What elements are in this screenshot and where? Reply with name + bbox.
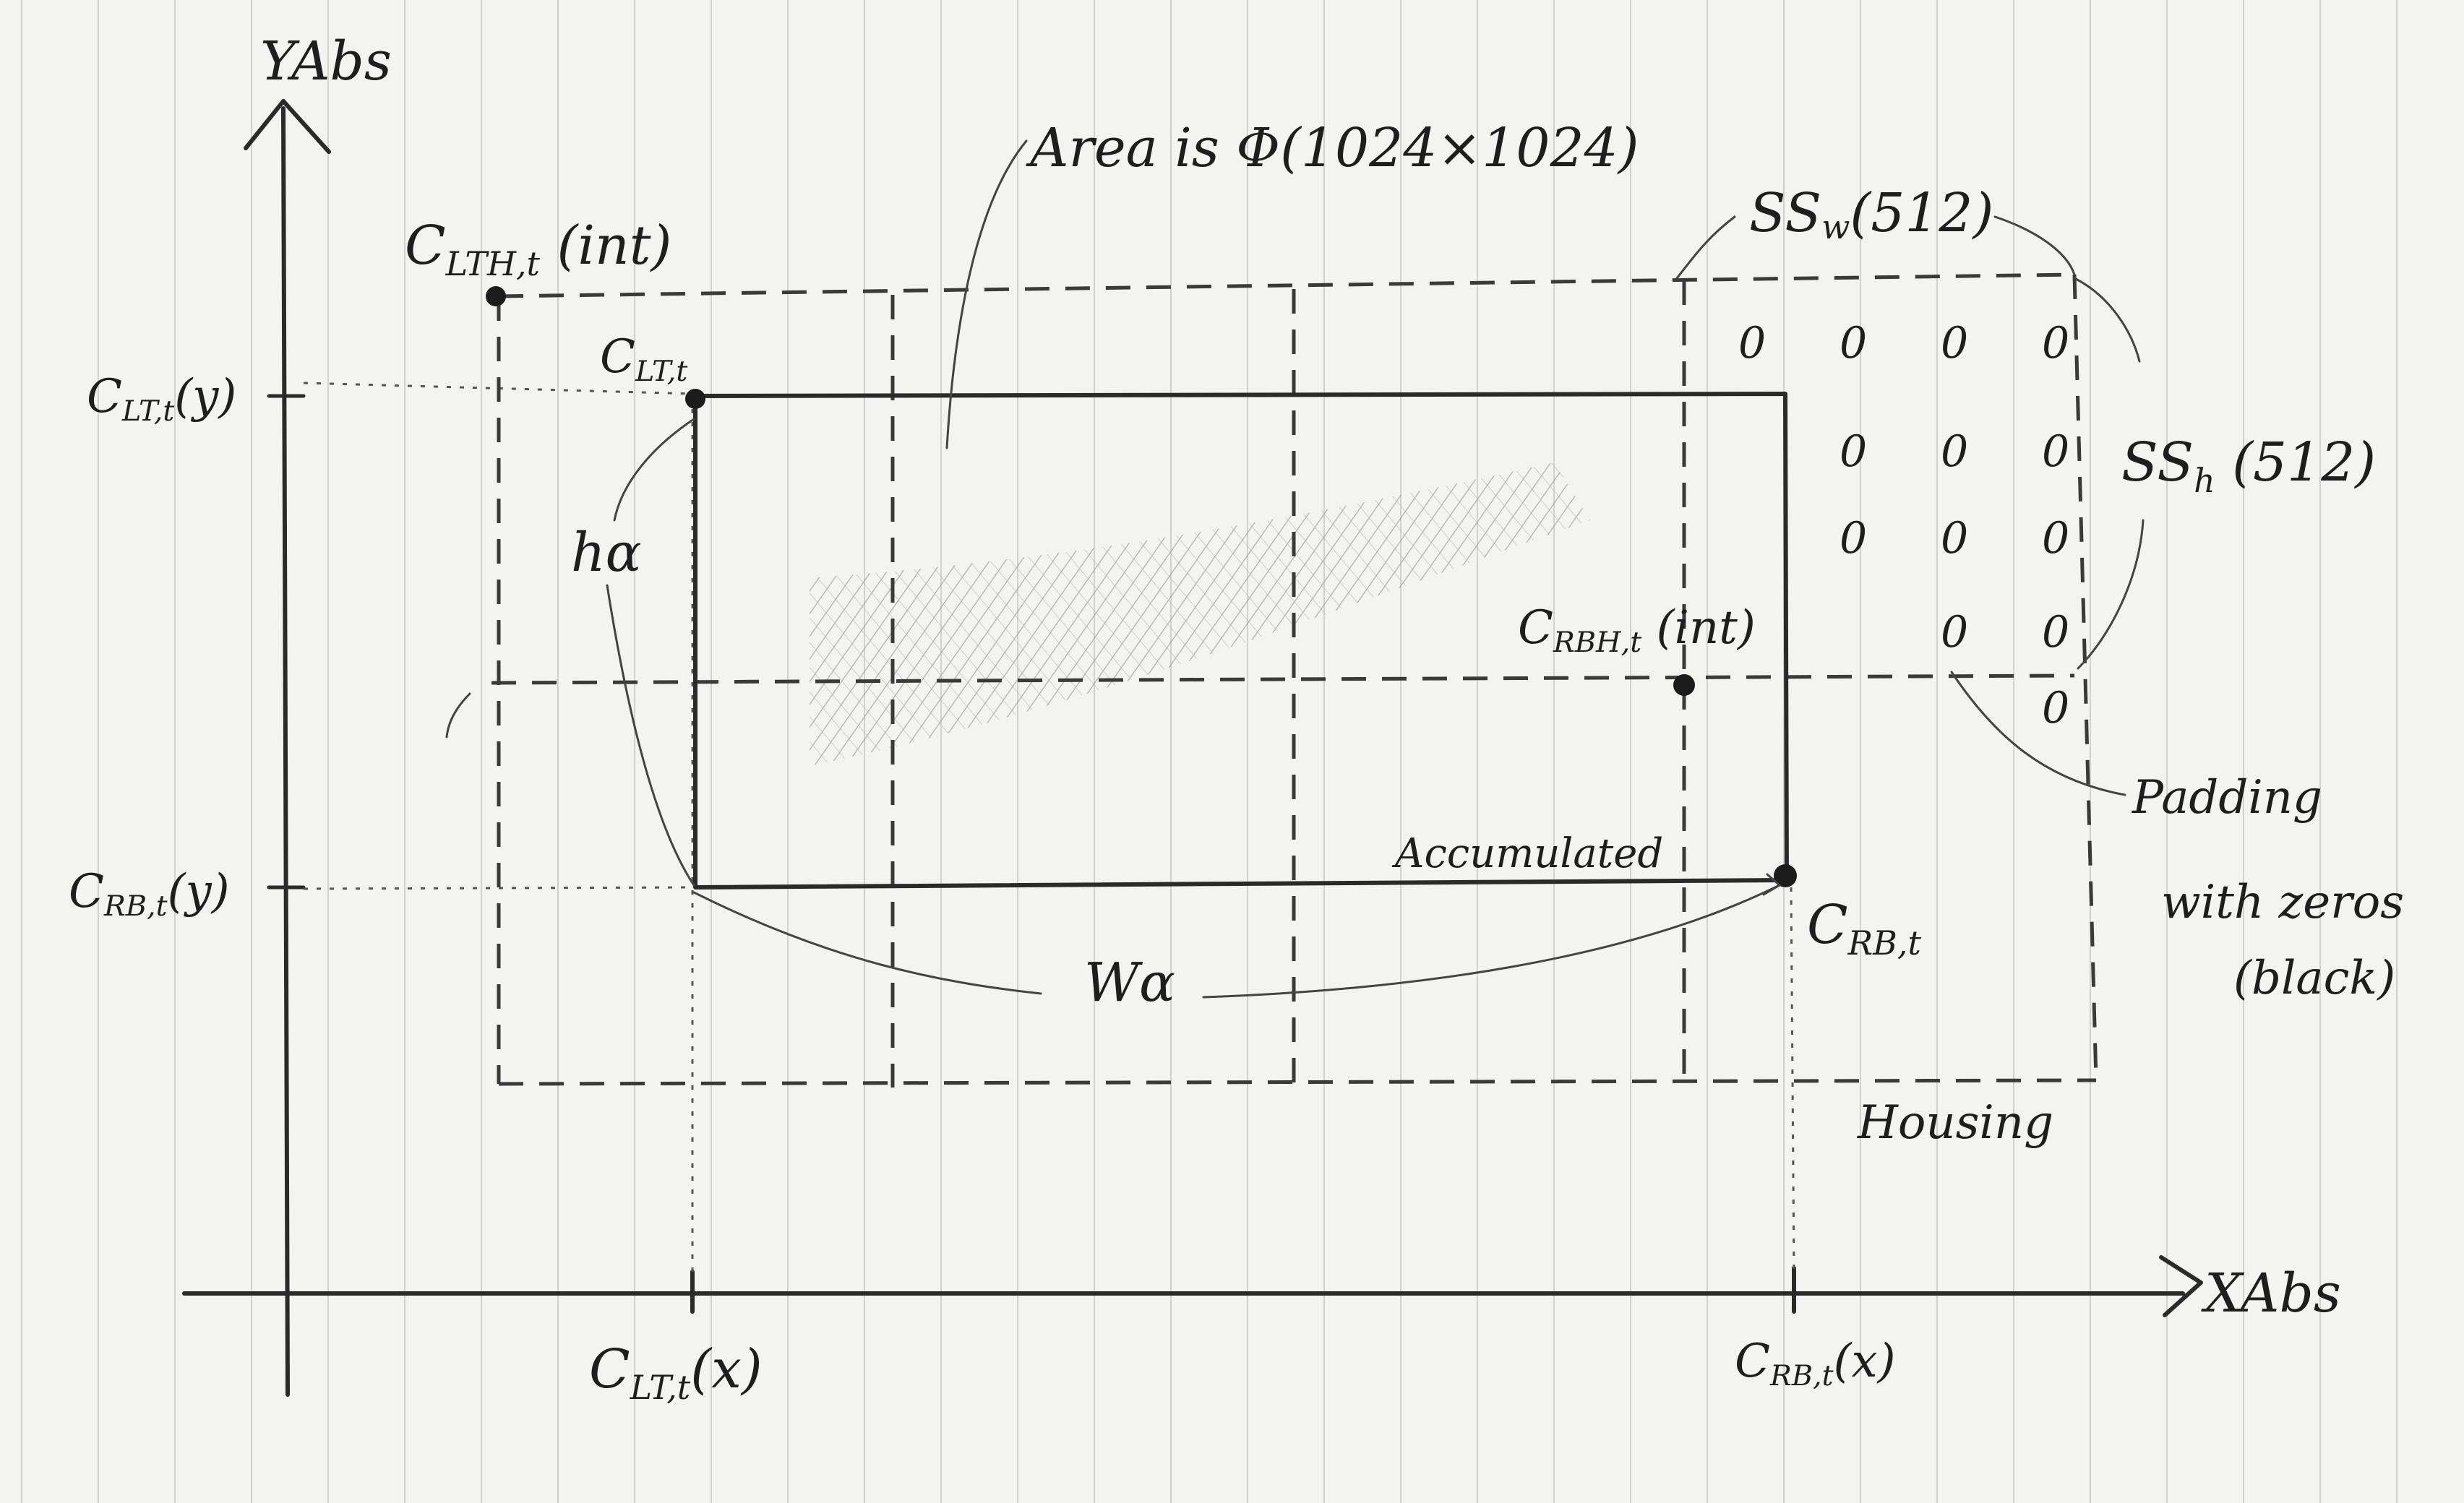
point-crb <box>1774 864 1797 887</box>
label-padding-1: Padding <box>2132 771 2322 824</box>
point-clt <box>685 389 705 409</box>
zero-value: 0 <box>2042 607 2069 658</box>
zero-value: 0 <box>2042 683 2069 733</box>
housing-tile-grid <box>491 272 2098 1088</box>
x-axis-label: XAbs <box>2201 1262 2341 1325</box>
zero-value: 0 <box>2042 426 2069 477</box>
label-crb-x: CRB,t(x) <box>1735 1335 1896 1392</box>
label-clt-y: CLT,t(y) <box>87 370 236 428</box>
label-clth: CLTH,t (int) <box>405 215 671 283</box>
hatched-object-region <box>810 462 1590 766</box>
leader-lines <box>445 139 2145 999</box>
y-axis-label: YAbs <box>260 30 392 92</box>
label-padding-3: (black) <box>2233 952 2395 1005</box>
y-axis <box>244 99 331 1397</box>
label-accumulated: Accumulated <box>1391 830 1663 877</box>
label-clt: CLT,t <box>600 330 687 388</box>
label-area: Area is Φ(1024×1024) <box>1026 117 1639 179</box>
label-wa: Wα <box>1084 952 1175 1014</box>
zero-value: 0 <box>1941 607 1968 658</box>
zero-value: 0 <box>1840 426 1867 477</box>
zero-value: 0 <box>1941 426 1968 477</box>
point-crbh <box>1673 674 1695 696</box>
zero-value: 0 <box>1840 513 1867 564</box>
label-crb-y: CRB,t(y) <box>69 865 230 923</box>
x-axis <box>182 1255 2203 1317</box>
zero-value: 0 <box>2042 318 2069 369</box>
zero-value: 0 <box>2042 513 2069 564</box>
zero-padding-values: 0 0 0 0 0 0 0 0 0 0 0 0 0 <box>1738 318 2069 733</box>
label-padding-2: with zeros <box>2161 876 2404 929</box>
zero-value: 0 <box>1840 318 1867 369</box>
label-ssh: SSh (512) <box>2121 431 2376 500</box>
zero-value: 0 <box>1941 513 1968 564</box>
label-clt-x: CLT,t(x) <box>589 1338 763 1407</box>
grid-paper <box>21 0 2398 1503</box>
zero-value: 0 <box>1738 318 1766 369</box>
label-crbh: CRBH,t (int) <box>1518 601 1756 659</box>
label-ha: hα <box>571 522 642 584</box>
axis-ticks <box>267 394 1796 1314</box>
label-housing: Housing <box>1857 1096 2053 1150</box>
zero-value: 0 <box>1941 318 1968 369</box>
label-ssw: SSw(512) <box>1749 182 1993 246</box>
point-clth <box>486 286 506 306</box>
label-crb: CRB,t <box>1807 894 1921 962</box>
